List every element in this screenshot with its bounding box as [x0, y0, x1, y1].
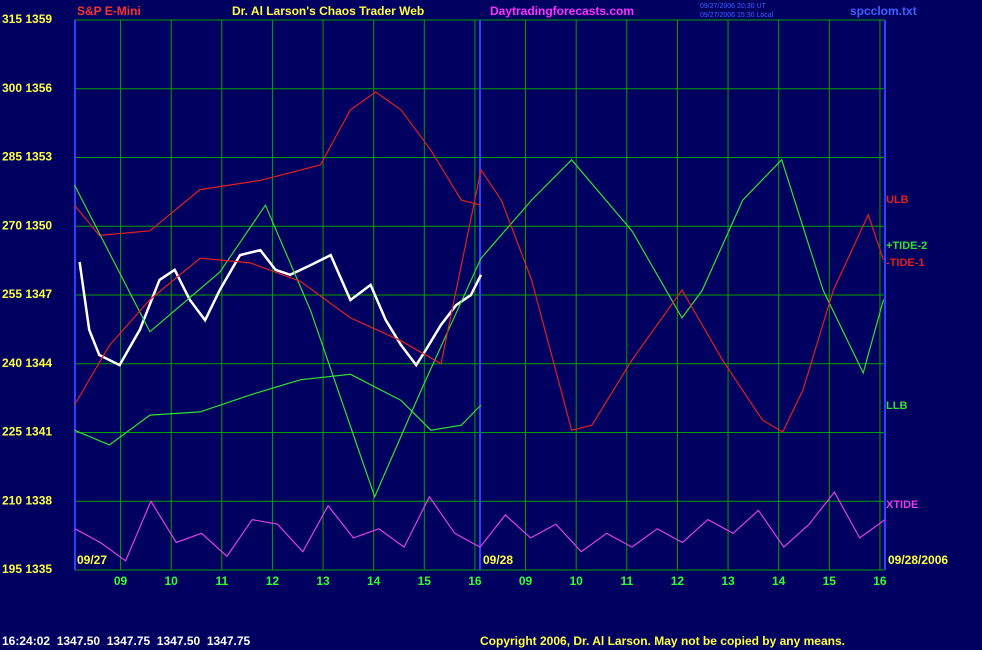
site: Daytradingforecasts.com	[490, 4, 634, 18]
x-tick-label: 12	[266, 574, 280, 588]
x-tick-label: 09	[114, 574, 128, 588]
x-tick-label: 10	[570, 574, 584, 588]
plot: 315 1359 300 1356 285 1353 270 1350 255 1347…	[2, 12, 927, 588]
legend-label: LLB	[886, 400, 907, 412]
status: 16:24:02 1347.50 1347.75 1347.50 1347.75	[2, 634, 251, 648]
legend-label: ULB	[886, 194, 909, 206]
x-tick-label: 12	[671, 574, 685, 588]
date-label: 09/27	[77, 553, 107, 567]
symbol: S&P E-Mini	[77, 4, 141, 18]
legend-label: -TIDE-1	[886, 257, 925, 269]
x-tick-label: 11	[215, 574, 228, 588]
x-tick-label: 10	[165, 574, 179, 588]
y-tick-label: 195 1335	[2, 562, 52, 576]
date-label: 09/28/2006	[888, 553, 948, 567]
series-line	[74, 373, 482, 446]
series-line	[78, 248, 483, 368]
x-tick-label: 14	[367, 574, 381, 588]
x-tick-label: 14	[772, 574, 786, 588]
y-tick-label: 240 1344	[2, 356, 52, 370]
y-tick-label: 300 1356	[2, 81, 52, 95]
y-tick-label: 270 1350	[2, 218, 52, 232]
date-label: 09/28	[483, 553, 513, 567]
legend-label: XTIDE	[886, 499, 918, 511]
series-line	[74, 91, 482, 237]
series-line	[73, 168, 885, 433]
x-tick-label: 09	[519, 574, 533, 588]
copyright: Copyright 2006, Dr. Al Larson. May not b…	[480, 634, 845, 648]
x-tick-label: 15	[823, 574, 837, 588]
x-tick-label: 11	[620, 574, 633, 588]
x-tick-label: 15	[418, 574, 432, 588]
x-tick-label: 13	[316, 574, 330, 588]
series-line	[73, 158, 885, 499]
y-tick-label: 285 1353	[2, 150, 52, 164]
chart-title: Dr. Al Larson's Chaos Trader Web	[232, 4, 424, 18]
y-tick-label: 255 1347	[2, 287, 52, 301]
x-tick-label: 13	[721, 574, 735, 588]
y-tick-label: 210 1338	[2, 493, 52, 507]
y-tick-label: 225 1341	[2, 425, 52, 439]
x-tick-label: 16	[468, 574, 482, 588]
timestamp: 09/27/2006 15:30 Local	[700, 12, 774, 19]
x-tick-label: 16	[873, 574, 887, 588]
series-line	[74, 491, 886, 562]
timestamp: 09/27/2006 20:30 UT	[700, 3, 766, 10]
y-tick-label: 315 1359	[2, 12, 52, 26]
file-name: spcclom.txt	[850, 4, 917, 18]
legend-label: +TIDE-2	[886, 240, 927, 252]
